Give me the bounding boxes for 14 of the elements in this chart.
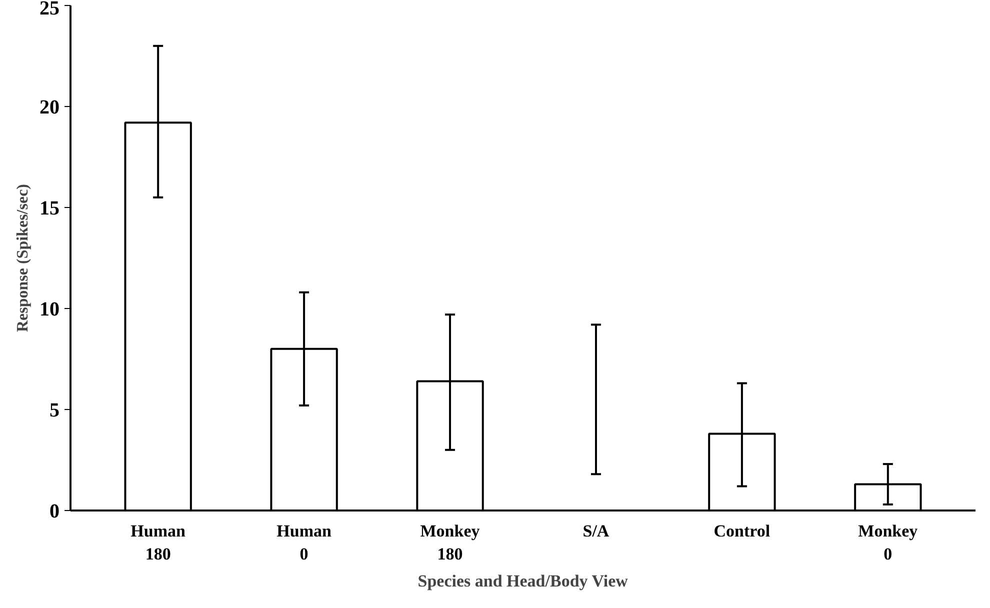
y-tick-label: 25 [40,0,60,20]
y-tick-label: 15 [40,198,60,220]
x-tick-label: Monkey 180 [420,522,480,564]
x-tick-label: Monkey 0 [858,522,918,564]
y-tick-label: 10 [40,298,60,320]
x-axis-title: Species and Head/Body View [418,571,629,590]
y-axis-title: Response (Spikes/sec) [14,184,32,332]
y-tick-label: 0 [50,500,60,522]
x-tick-label: S/A [582,522,610,540]
x-tick-label: Human 180 [130,522,186,564]
y-tick-label: 5 [50,400,60,422]
x-tick-label: Control [714,522,770,540]
y-tick-label: 20 [40,96,60,118]
x-tick-label: Human 0 [276,522,332,564]
